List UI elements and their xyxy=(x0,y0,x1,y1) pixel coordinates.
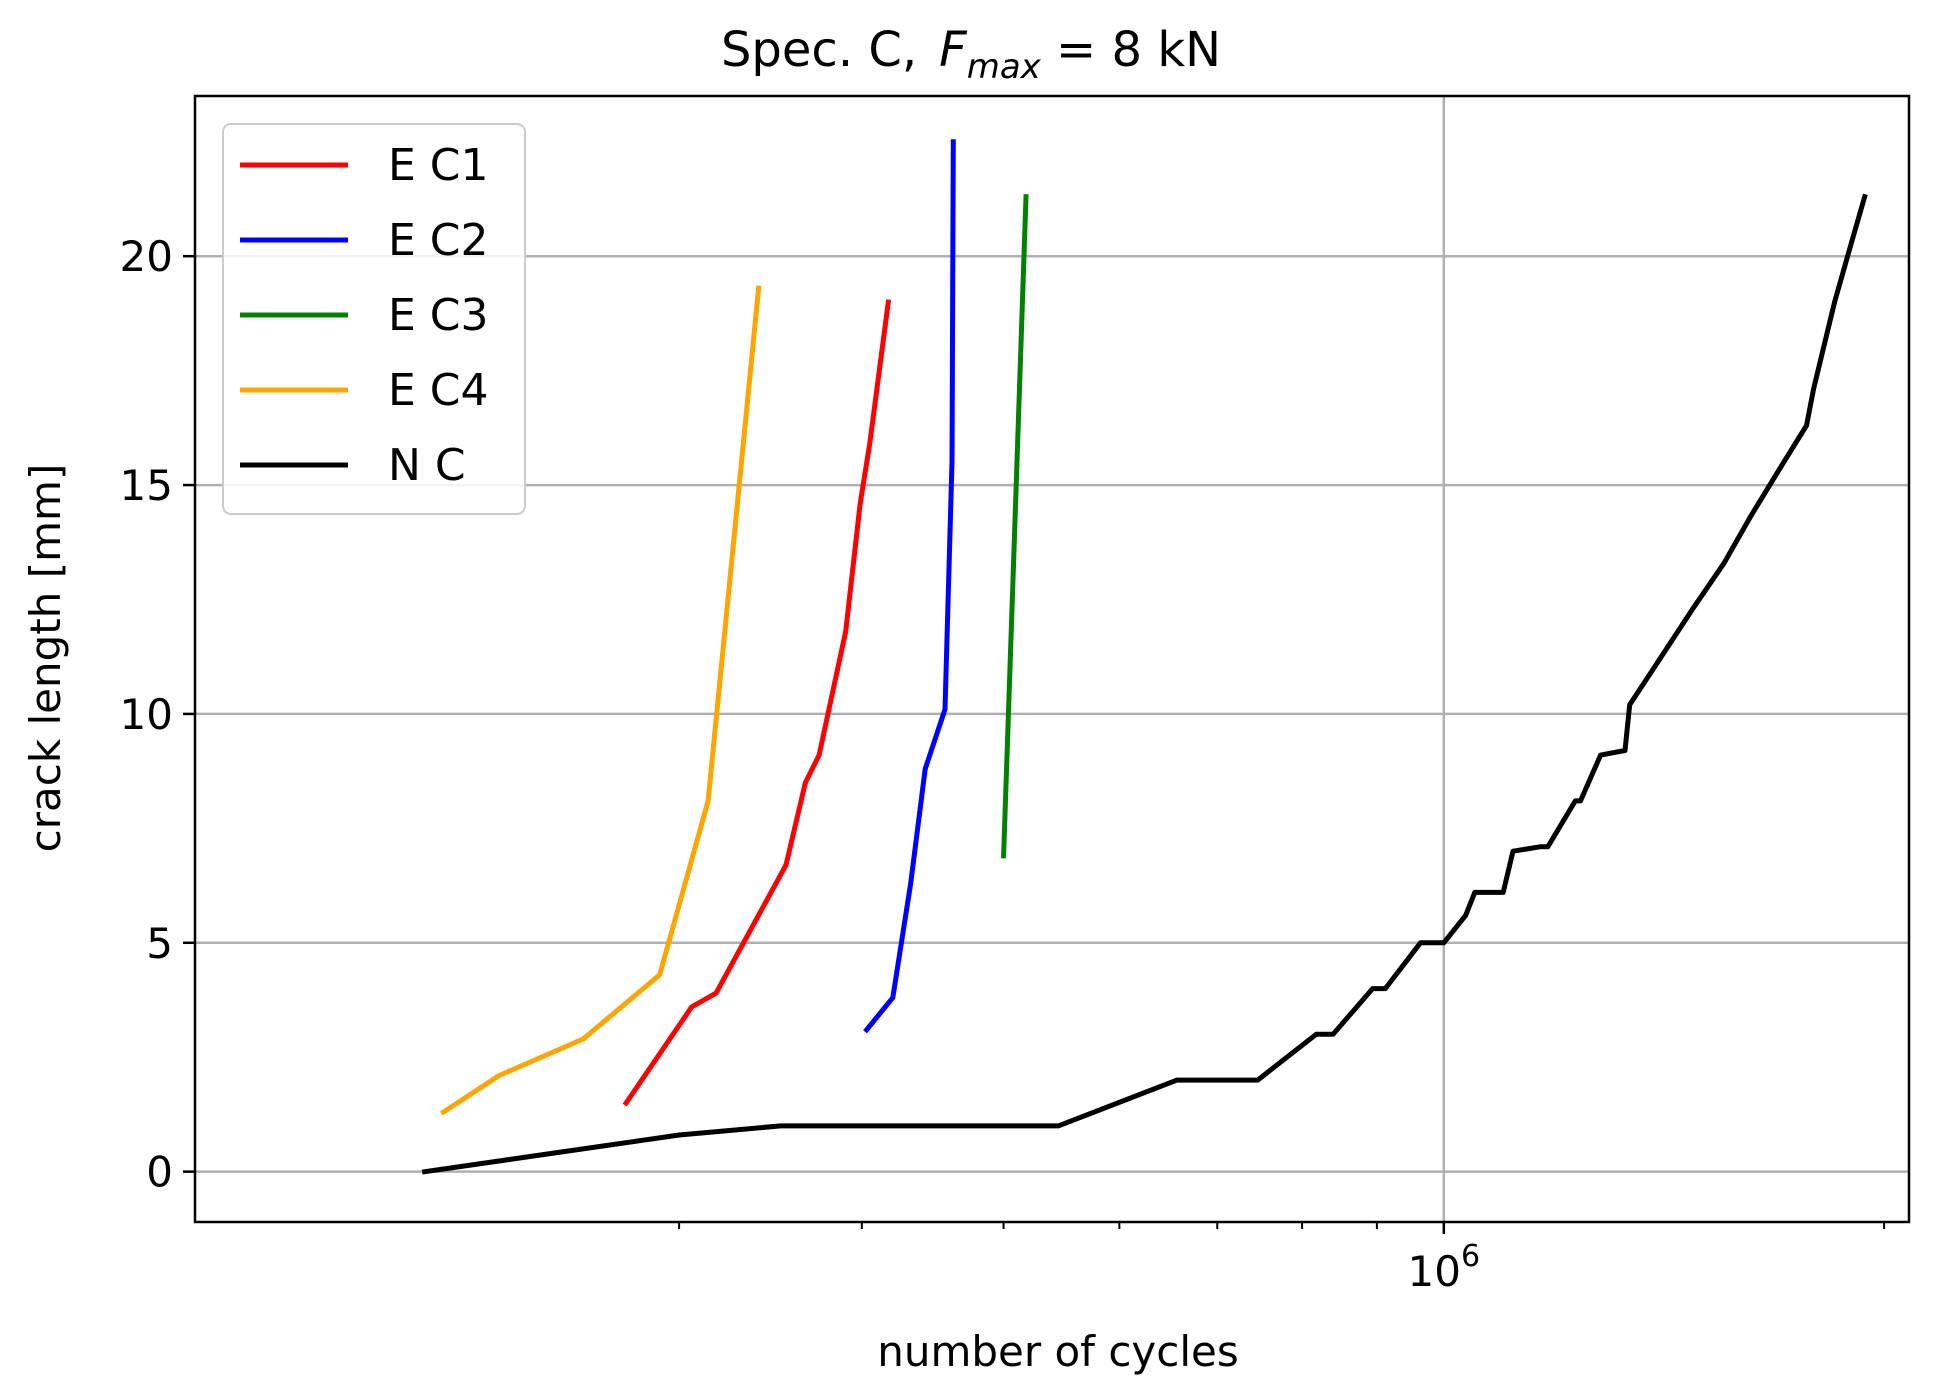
series-line-e-c1 xyxy=(622,299,892,1107)
x-axis-label: number of cycles xyxy=(877,1327,1239,1376)
y-tick-label: 20 xyxy=(120,232,173,281)
x-tick-label-exponent: 6 xyxy=(1461,1239,1480,1274)
y-tick-label: 0 xyxy=(146,1148,173,1197)
series-line-e-c2 xyxy=(863,139,956,1034)
plot-frame xyxy=(193,94,1911,1224)
x-tick-label: 106 xyxy=(1408,1239,1481,1296)
y-axis-label: crack length [mm] xyxy=(21,464,70,853)
x-tick-label-base: 10 xyxy=(1408,1247,1461,1296)
title-variable: F xyxy=(939,22,968,78)
legend-label: E C4 xyxy=(388,365,489,416)
title-rest: = 8 kN xyxy=(1041,22,1221,78)
legend: E C1 E C2 E C3 E C4 N C xyxy=(222,123,526,515)
title-prefix: Spec. C, xyxy=(721,22,917,78)
chart-title: Spec. C, Fmax = 8 kN xyxy=(721,22,1221,87)
series-line-e-c4 xyxy=(439,285,762,1116)
y-tick-label: 10 xyxy=(120,690,173,739)
legend-box xyxy=(222,123,526,515)
series-line-e-c3 xyxy=(1001,194,1029,859)
series-line-n-c xyxy=(421,193,1868,1175)
y-tick-label: 5 xyxy=(146,919,173,968)
legend-label: E C3 xyxy=(388,290,489,341)
legend-label: N C xyxy=(388,440,466,491)
legend-label: E C2 xyxy=(388,215,489,266)
legend-label: E C1 xyxy=(388,140,489,191)
plot-series xyxy=(421,139,1868,1175)
y-tick-label: 15 xyxy=(120,461,173,510)
title-subscript: max xyxy=(967,47,1042,87)
